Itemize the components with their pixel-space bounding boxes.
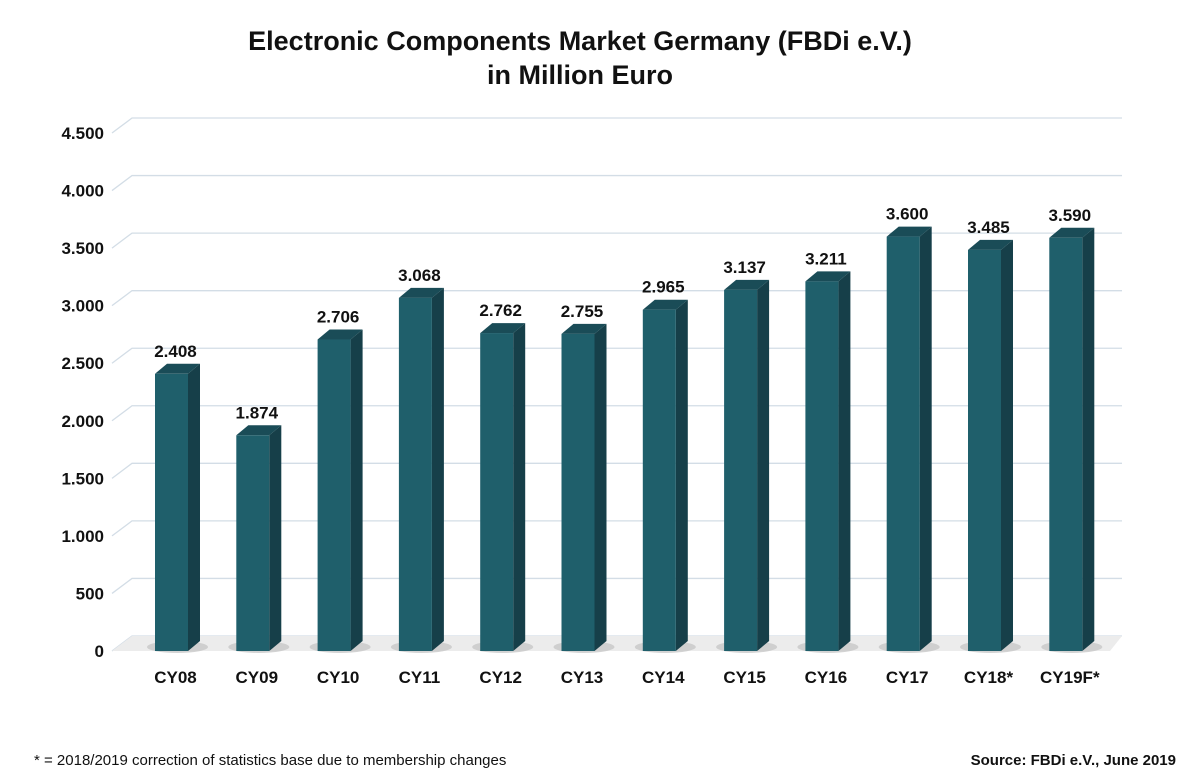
gridline xyxy=(111,405,1122,422)
data-label: 3.485 xyxy=(967,218,1010,237)
gridline xyxy=(111,520,1122,537)
bar xyxy=(480,333,514,651)
bar xyxy=(1049,237,1083,652)
data-label: 3.600 xyxy=(886,205,929,224)
bar-side xyxy=(594,323,607,651)
bar-side xyxy=(838,271,851,651)
x-tick-label: CY11 xyxy=(399,668,441,687)
bar-top xyxy=(398,287,444,298)
x-tick-label: CY19F* xyxy=(1040,668,1100,687)
data-label: 2.408 xyxy=(154,342,197,361)
bar-side xyxy=(675,299,688,651)
bar xyxy=(886,236,920,651)
bar-side xyxy=(919,226,932,651)
gridline xyxy=(111,462,1122,479)
source-note: Source: FBDi e.V., June 2019 xyxy=(970,752,1176,769)
bar-side xyxy=(1001,239,1013,652)
data-label: 2.965 xyxy=(642,278,685,297)
x-tick-label: CY08 xyxy=(154,668,197,687)
bar-top xyxy=(724,279,770,290)
bar-top xyxy=(968,239,1013,250)
y-tick-label: 4.500 xyxy=(61,124,104,143)
bar-top xyxy=(317,329,363,340)
bar xyxy=(642,309,676,651)
y-tick-label: 3.500 xyxy=(61,239,104,258)
x-tick-label: CY14 xyxy=(642,668,685,687)
x-tick-label: CY16 xyxy=(805,668,848,687)
gridline xyxy=(111,347,1122,364)
bar xyxy=(317,339,351,651)
bar xyxy=(968,249,1001,652)
gridline xyxy=(111,117,1122,134)
bar xyxy=(805,281,839,651)
bar-top xyxy=(1049,227,1095,238)
x-tick-label: CY15 xyxy=(723,668,766,687)
bar xyxy=(724,289,758,651)
gridline xyxy=(111,290,1122,307)
x-tick-label: CY17 xyxy=(886,668,929,687)
data-label: 2.755 xyxy=(561,302,604,321)
bar-top xyxy=(642,299,688,310)
x-tick-label: CY10 xyxy=(317,668,360,687)
bar-side xyxy=(269,425,282,651)
x-tick-label: CY09 xyxy=(236,668,279,687)
data-label: 2.762 xyxy=(479,301,522,320)
bar-side xyxy=(350,329,363,651)
bar xyxy=(561,333,595,651)
y-tick-label: 1.500 xyxy=(61,469,104,488)
gridline xyxy=(111,577,1122,594)
bar-top xyxy=(480,323,526,334)
y-tick-label: 1.000 xyxy=(61,527,104,546)
x-tick-label: CY12 xyxy=(479,668,522,687)
bar-top xyxy=(886,226,932,237)
bar xyxy=(236,435,270,651)
x-tick-label: CY18* xyxy=(964,668,1014,687)
x-tick-label: CY13 xyxy=(561,668,604,687)
data-label: 3.211 xyxy=(805,249,847,268)
data-label: 3.068 xyxy=(398,266,441,285)
chart-title: Electronic Components Market Germany (FB… xyxy=(248,26,912,56)
bar-top xyxy=(805,271,851,282)
bar-side xyxy=(188,363,200,651)
bar-top xyxy=(155,363,200,374)
bar xyxy=(155,373,188,651)
data-label: 3.137 xyxy=(723,258,766,277)
bar-top xyxy=(561,323,607,334)
y-tick-label: 2.000 xyxy=(61,412,104,431)
bar-top xyxy=(236,425,282,436)
chart-subtitle: in Million Euro xyxy=(487,60,673,90)
y-tick-label: 500 xyxy=(76,584,104,603)
bar-side xyxy=(757,279,770,651)
bar xyxy=(398,297,432,651)
data-label: 1.874 xyxy=(236,403,279,422)
y-tick-label: 4.000 xyxy=(61,182,104,201)
y-tick-label: 3.000 xyxy=(61,297,104,316)
bar-side xyxy=(513,323,526,651)
data-label: 2.706 xyxy=(317,308,360,327)
y-tick-label: 2.500 xyxy=(61,354,104,373)
bar-side xyxy=(1082,227,1095,652)
data-label: 3.590 xyxy=(1049,206,1092,225)
bar-side xyxy=(431,287,444,651)
gridline xyxy=(111,174,1122,192)
gridline xyxy=(111,232,1122,249)
y-tick-label: 0 xyxy=(95,642,104,661)
footnote: * = 2018/2019 correction of statistics b… xyxy=(34,752,507,769)
